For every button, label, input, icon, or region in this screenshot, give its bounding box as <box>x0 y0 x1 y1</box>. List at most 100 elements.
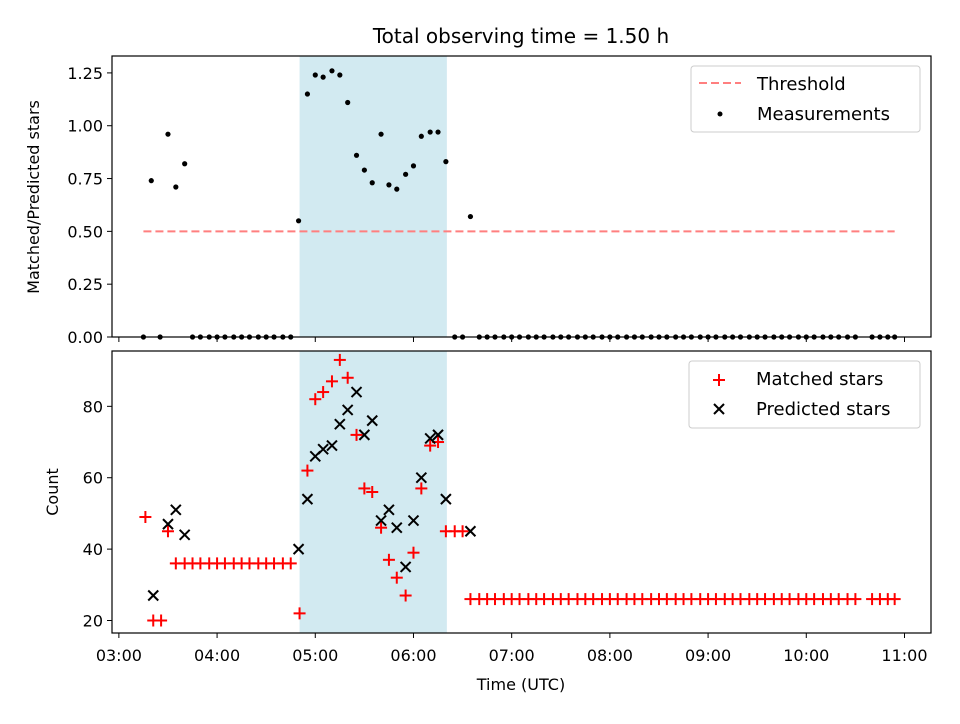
predicted-star-marker <box>407 514 420 527</box>
bottom-x-tick-label: 06:00 <box>390 646 436 665</box>
measurement-point <box>295 218 302 224</box>
measurement-point <box>443 159 449 165</box>
measurement-point <box>182 161 188 167</box>
bottom-x-tick-label: 04:00 <box>194 646 240 665</box>
bottom-x-tick-label: 08:00 <box>587 646 633 665</box>
matched-star-marker <box>366 486 379 498</box>
bottom-x-tick-label: 03:00 <box>96 646 142 665</box>
predicted-marker-b <box>162 518 174 530</box>
top-legend-box <box>690 65 921 133</box>
bottom-axes-frame <box>111 350 932 634</box>
matched-star-marker <box>333 353 346 366</box>
predicted-marker-b <box>440 493 452 505</box>
measurement-point <box>467 213 474 220</box>
legend-matched-label: Matched stars <box>756 369 883 390</box>
bottom-legend-box <box>688 360 921 429</box>
predicted-star-marker <box>358 429 371 441</box>
predicted-marker-b <box>366 414 378 427</box>
top-y-tick-label: 0.75 <box>67 170 103 189</box>
measurement-point <box>304 91 311 97</box>
predicted-star-marker <box>162 518 174 530</box>
matched-star-marker <box>139 510 152 523</box>
top-highlight-span <box>299 56 447 337</box>
bottom-y-axis-ticks: 20 40 60 80 <box>83 397 112 631</box>
measurement-point <box>353 152 360 158</box>
matched-star-marker <box>317 386 330 399</box>
measurement-point <box>410 163 417 169</box>
predicted-marker-b <box>326 439 338 452</box>
matched-star-marker <box>325 375 338 388</box>
matched-star-marker <box>293 607 306 620</box>
matched-star-marker <box>309 393 322 406</box>
measurement-point <box>386 182 392 188</box>
top-y-tick-label: 0.25 <box>67 275 103 294</box>
x-axis-label: Time (UTC) <box>476 675 565 694</box>
measurement-point <box>435 129 441 135</box>
legend-measurements-label: Measurements <box>757 104 890 125</box>
bottom-x-tick-label: 05:00 <box>292 646 338 665</box>
measurement-point <box>427 129 433 135</box>
measurement-point <box>369 180 375 186</box>
measurement-point <box>173 184 179 190</box>
predicted-star-marker <box>147 589 159 602</box>
top-panel: 0.00 0.25 0.50 0.75 1.00 1.25 Matched/Predict… <box>24 55 932 347</box>
measurement-point <box>337 72 343 78</box>
bottom-x-axis-ticks: 03:00 04:00 05:00 06:00 07:00 08:00 09:00 10:00… <box>96 633 928 665</box>
matched-star-marker <box>301 464 314 477</box>
predicted-marker-b <box>424 432 436 445</box>
predicted-marker-b <box>399 561 412 573</box>
top-legend: Threshold Measurements <box>690 65 921 133</box>
matched-star-marker <box>161 525 174 538</box>
legend-threshold-label: Threshold <box>756 74 846 95</box>
predicted-star-marker <box>366 414 378 427</box>
predicted-star-marker <box>292 543 305 555</box>
predicted-marker-b <box>301 493 314 505</box>
legend-predicted-swatch <box>713 403 725 415</box>
predicted-marker-b <box>170 504 182 516</box>
measurement-point <box>329 68 335 74</box>
matched-star-marker <box>350 428 363 441</box>
matched-stars-series <box>139 353 901 627</box>
bottom-y-tick-label: 60 <box>83 469 103 488</box>
matched-star-marker <box>407 546 420 559</box>
predicted-marker-b <box>292 543 305 555</box>
predicted-marker-b <box>358 429 371 441</box>
bottom-y-axis-label: Count <box>43 468 62 516</box>
matched-star-marker <box>390 571 403 584</box>
legend-matched-swatch <box>713 374 725 386</box>
measurement-point <box>403 171 409 177</box>
predicted-marker-b <box>341 404 354 416</box>
bottom-legend: Matched stars Predicted stars <box>688 360 921 429</box>
predicted-star-marker <box>375 514 387 527</box>
predicted-star-marker <box>170 504 182 516</box>
bottom-x-tick-label: 07:00 <box>489 646 535 665</box>
predicted-star-marker <box>440 493 452 505</box>
measurement-point <box>418 133 424 139</box>
bottom-x-tick-label: 09:00 <box>685 646 731 665</box>
predicted-star-marker <box>399 561 412 573</box>
legend-measurements-swatch <box>717 111 723 117</box>
predicted-marker-b <box>383 504 395 516</box>
matched-star-marker <box>358 482 371 495</box>
legend-predicted-label: Predicted stars <box>756 399 890 420</box>
matched-star-marker <box>382 553 395 566</box>
predicted-star-marker <box>326 439 338 452</box>
matched-star-marker <box>456 525 469 538</box>
measurement-point <box>378 131 384 137</box>
measurement-point <box>345 99 351 106</box>
predicted-marker-b <box>178 529 191 541</box>
predicted-star-marker <box>432 429 444 441</box>
predicted-star-marker <box>178 529 191 541</box>
top-y-axis-label: Matched/Predicted stars <box>24 100 43 294</box>
bottom-x-tick-label: 10:00 <box>783 646 829 665</box>
matched-star-marker <box>849 593 862 606</box>
predicted-marker-b <box>391 521 403 534</box>
predicted-marker-b <box>432 429 444 441</box>
measurement-point <box>394 186 400 192</box>
top-y-tick-label: 0.50 <box>67 222 103 241</box>
predicted-marker-b <box>407 514 420 527</box>
top-axes-frame <box>111 55 932 338</box>
predicted-marker-b <box>350 386 363 398</box>
predicted-star-marker <box>415 472 428 484</box>
